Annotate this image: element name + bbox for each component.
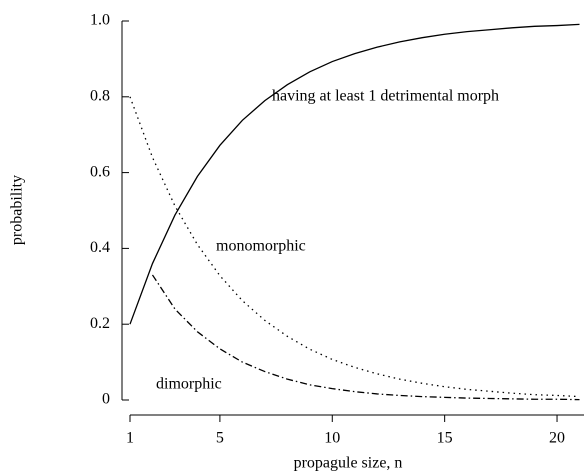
annotation: dimorphic — [156, 376, 222, 393]
x-tick-label: 5 — [216, 430, 224, 447]
y-tick-label: 0.8 — [90, 87, 110, 104]
x-tick-label: 1 — [126, 430, 134, 447]
line-series — [151, 274, 580, 401]
y-tick-label: 0.2 — [90, 315, 110, 332]
x-axis-label: propagule size, n — [294, 455, 403, 472]
x-tick-label: 10 — [324, 430, 340, 447]
y-tick-label: 0 — [102, 391, 110, 408]
line-series — [129, 23, 580, 325]
x-tick-label: 20 — [549, 430, 565, 447]
x-tick-label: 15 — [437, 430, 453, 447]
y-axis-label: probability — [9, 175, 26, 245]
line-series — [129, 96, 580, 398]
annotation: monomorphic — [216, 238, 306, 255]
annotation: having at least 1 detrimental morph — [272, 88, 499, 105]
y-tick-label: 0.6 — [90, 163, 110, 180]
y-tick-label: 0.4 — [90, 239, 110, 256]
y-tick-label: 1.0 — [90, 12, 110, 29]
